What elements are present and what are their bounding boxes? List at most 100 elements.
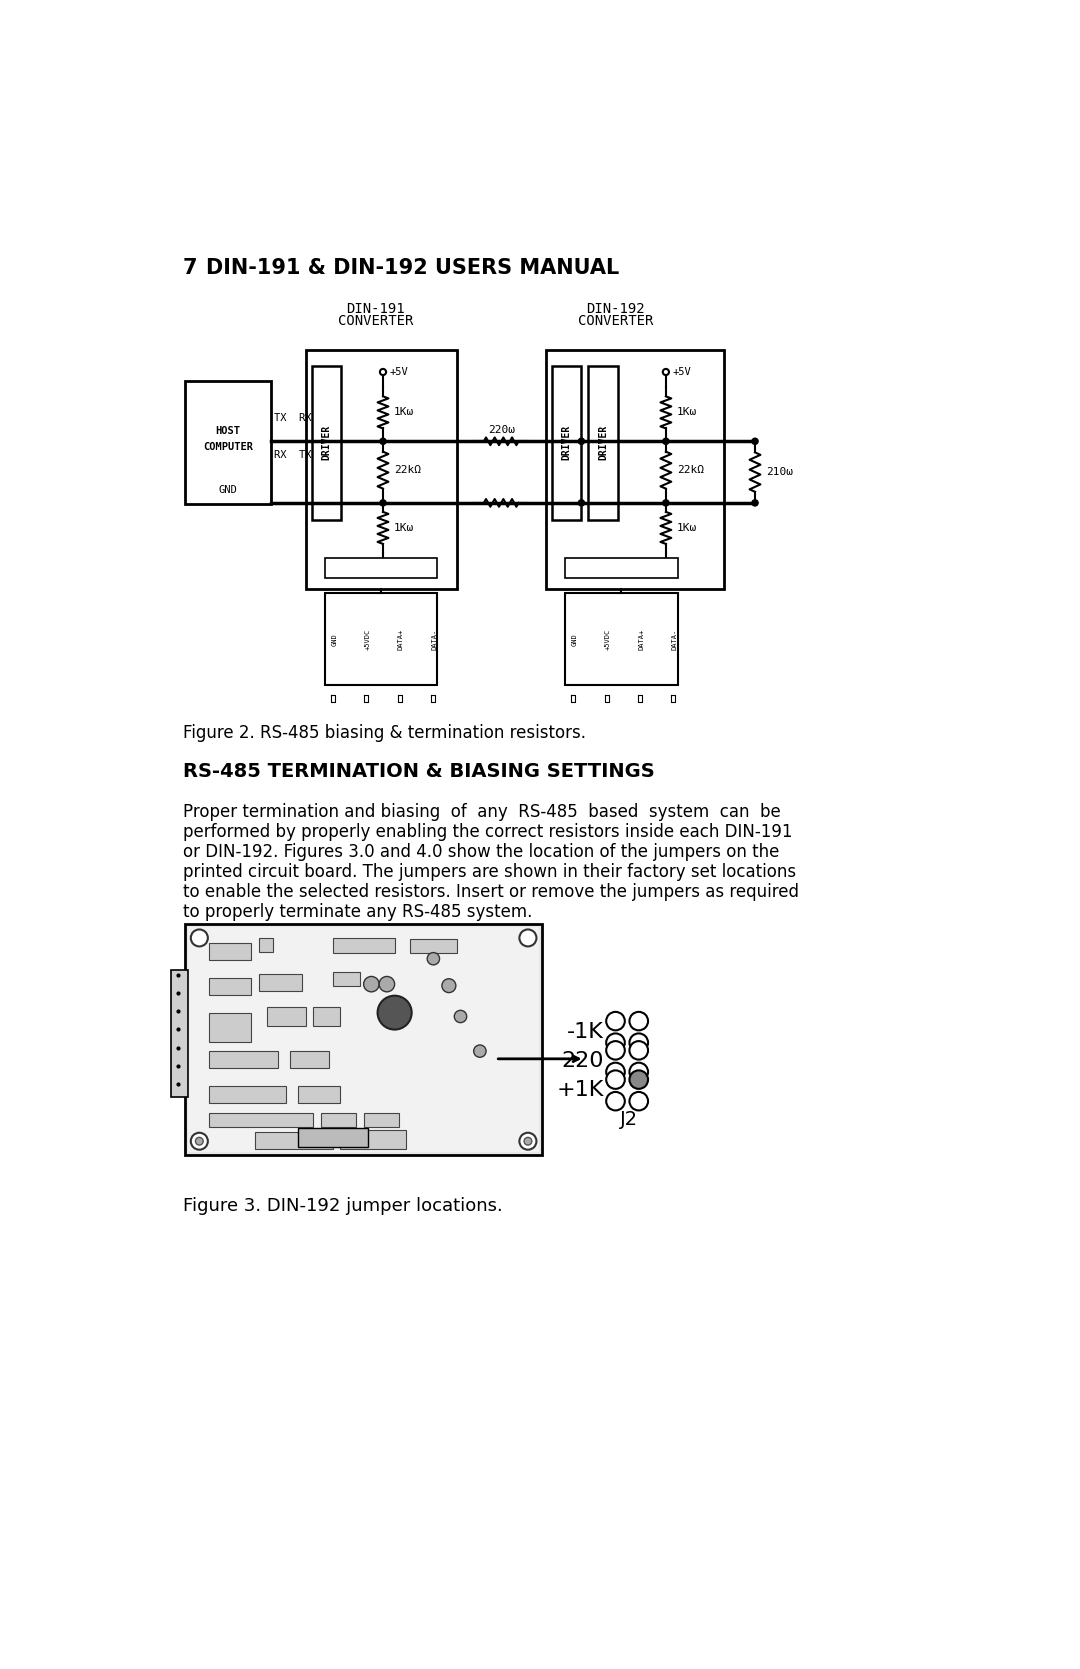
Circle shape (630, 1033, 648, 1051)
Circle shape (428, 953, 440, 965)
Circle shape (364, 976, 379, 991)
Bar (208, 943, 252, 960)
Circle shape (378, 996, 411, 1030)
Circle shape (630, 1041, 648, 1060)
Text: 22kΩ: 22kΩ (677, 466, 704, 476)
Text: printed circuit board. The jumpers are shown in their factory set locations: printed circuit board. The jumpers are s… (183, 863, 796, 881)
Circle shape (455, 1010, 467, 1023)
Bar (364, 1113, 399, 1127)
Bar (589, 366, 618, 519)
Circle shape (442, 978, 456, 993)
Circle shape (630, 1063, 648, 1082)
Bar (259, 975, 301, 991)
Bar (306, 350, 457, 589)
Circle shape (191, 930, 207, 946)
Text: CONVERTER: CONVERTER (578, 314, 653, 329)
Text: 22kΩ: 22kΩ (394, 466, 421, 476)
Text: 1Kω: 1Kω (677, 407, 697, 417)
Text: 1Kω: 1Kω (394, 522, 414, 532)
Bar (259, 938, 273, 951)
Circle shape (578, 499, 584, 506)
Text: 220ω: 220ω (488, 426, 515, 436)
Circle shape (606, 1092, 625, 1110)
Text: Figure 3. DIN-192 jumper locations.: Figure 3. DIN-192 jumper locations. (183, 1197, 503, 1215)
Text: 220: 220 (562, 1051, 604, 1071)
Circle shape (578, 439, 584, 444)
Text: DIN-191 & DIN-192 USERS MANUAL: DIN-191 & DIN-192 USERS MANUAL (206, 259, 620, 279)
Bar (565, 559, 677, 577)
Text: +5VDC: +5VDC (605, 629, 611, 649)
Bar (410, 940, 457, 953)
Circle shape (474, 1045, 486, 1056)
Text: to properly terminate any RS-485 system.: to properly terminate any RS-485 system. (183, 903, 532, 921)
Text: +5V: +5V (389, 367, 408, 377)
Text: GND: GND (571, 633, 578, 646)
Bar (333, 971, 360, 986)
Bar (333, 938, 394, 953)
Text: DRIVER: DRIVER (562, 426, 571, 461)
Text: DATA+: DATA+ (397, 629, 404, 649)
Circle shape (380, 499, 387, 506)
Bar (325, 559, 437, 577)
Circle shape (663, 439, 669, 444)
Text: or DIN-192. Figures 3.0 and 4.0 show the location of the jumpers on the: or DIN-192. Figures 3.0 and 4.0 show the… (183, 843, 780, 861)
Circle shape (663, 499, 669, 506)
Bar (208, 978, 252, 995)
Bar (208, 1013, 252, 1041)
Bar (565, 592, 677, 686)
Text: 1Kω: 1Kω (394, 407, 414, 417)
Text: RX  TX: RX TX (274, 451, 312, 461)
Bar (208, 1113, 313, 1127)
Bar (340, 1130, 406, 1148)
Bar (545, 350, 724, 589)
Text: -1K: -1K (567, 1021, 604, 1041)
Text: DIN-191: DIN-191 (346, 302, 405, 315)
Circle shape (630, 1092, 648, 1110)
Bar (312, 366, 341, 519)
Circle shape (606, 1011, 625, 1030)
Text: DIN-192: DIN-192 (586, 302, 645, 315)
Bar (186, 925, 542, 1155)
Circle shape (191, 1133, 207, 1150)
Bar (321, 1113, 356, 1127)
Text: GND: GND (218, 484, 238, 494)
Text: DATA-: DATA- (672, 629, 677, 649)
Text: HOST: HOST (216, 426, 241, 436)
Circle shape (195, 1137, 203, 1145)
Bar (313, 1006, 340, 1026)
Circle shape (752, 499, 758, 506)
Text: to enable the selected resistors. Insert or remove the jumpers as required: to enable the selected resistors. Insert… (183, 883, 799, 901)
Text: DATA-: DATA- (431, 629, 437, 649)
Text: performed by properly enabling the correct resistors inside each DIN-191: performed by properly enabling the corre… (183, 823, 793, 841)
Text: COMPUTER: COMPUTER (203, 442, 253, 452)
Text: Proper termination and biasing  of  any  RS-485  based  system  can  be: Proper termination and biasing of any RS… (183, 803, 781, 821)
Bar (298, 1128, 367, 1147)
Text: Figure 2. RS-485 biasing & termination resistors.: Figure 2. RS-485 biasing & termination r… (183, 724, 586, 743)
Bar (172, 970, 189, 1097)
Circle shape (379, 976, 394, 991)
Text: 1Kω: 1Kω (677, 522, 697, 532)
Circle shape (519, 930, 537, 946)
Circle shape (380, 439, 387, 444)
Circle shape (524, 1137, 531, 1145)
Circle shape (630, 1070, 648, 1088)
Bar (267, 1006, 306, 1026)
Bar (552, 366, 581, 519)
Circle shape (519, 1133, 537, 1150)
Text: J2: J2 (620, 1110, 637, 1128)
Text: TX  RX: TX RX (274, 414, 312, 424)
Circle shape (606, 1041, 625, 1060)
Bar (208, 1087, 286, 1103)
Bar (208, 1051, 279, 1068)
Text: +1K: +1K (556, 1080, 604, 1100)
Circle shape (606, 1070, 625, 1088)
Circle shape (606, 1063, 625, 1082)
Circle shape (752, 439, 758, 444)
Text: CONVERTER: CONVERTER (338, 314, 413, 329)
Circle shape (630, 1011, 648, 1030)
Bar (186, 381, 271, 504)
Text: 7: 7 (183, 259, 198, 279)
Text: DRIVER: DRIVER (598, 426, 608, 461)
Bar (189, 928, 539, 1152)
Bar (255, 1132, 333, 1148)
